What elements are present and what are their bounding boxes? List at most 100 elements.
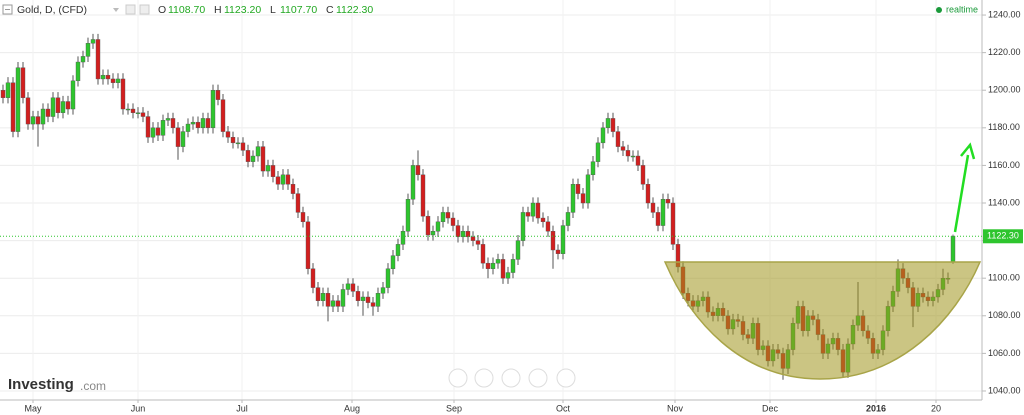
candle-body — [395, 244, 401, 256]
candle-body — [580, 193, 586, 204]
candle-body — [545, 221, 551, 232]
candle-body — [570, 184, 576, 213]
x-tick-label: 20 — [931, 403, 941, 413]
candle-body — [505, 272, 511, 279]
candle-body — [635, 155, 641, 166]
scroll-left[interactable] — [448, 368, 468, 388]
symbol: Gold, D, (CFD) — [17, 4, 87, 16]
zoom-in[interactable] — [528, 368, 548, 388]
x-tick-label: Dec — [762, 403, 779, 413]
x-tick-label: Jul — [236, 403, 248, 413]
candle-body — [200, 118, 206, 129]
candle-body — [255, 146, 261, 157]
candle-body — [20, 67, 26, 98]
candle-body — [150, 127, 156, 138]
candle-body — [245, 150, 251, 162]
candle-body — [590, 161, 596, 176]
candle-body — [650, 202, 656, 213]
candle-body — [330, 300, 336, 307]
x-tick-label: Oct — [556, 403, 571, 413]
candle-body — [225, 131, 231, 138]
compare-icon[interactable] — [139, 4, 150, 15]
candle-body — [170, 118, 176, 129]
candle-body — [645, 184, 651, 204]
cup-pattern — [663, 261, 982, 380]
candle-body — [175, 127, 181, 147]
candle-body — [535, 202, 541, 219]
candle-body — [665, 199, 671, 204]
candle-body — [340, 289, 346, 307]
collapse-icon[interactable] — [2, 4, 13, 15]
candle-body — [585, 174, 591, 204]
zoom-out[interactable] — [474, 368, 494, 388]
candle-body — [430, 231, 436, 236]
candle-body — [130, 108, 136, 113]
reset[interactable] — [501, 368, 521, 388]
candle-body — [100, 74, 106, 80]
candle-body — [50, 97, 56, 117]
scroll-right[interactable] — [556, 368, 576, 388]
dropdown[interactable] — [113, 8, 119, 12]
candle-body — [475, 240, 481, 245]
candle-body — [560, 225, 566, 254]
candle-body — [300, 212, 306, 223]
candle-body — [325, 293, 331, 307]
candle-body — [30, 116, 36, 125]
candle-body — [75, 61, 81, 82]
candle-body — [165, 118, 171, 121]
candle-body — [105, 74, 111, 80]
header: Gold, D, (CFD) O 1108.70 H 1123.20 L 1107.70 C… — [2, 4, 978, 16]
candle-body — [35, 116, 41, 125]
settings-icon[interactable] — [125, 4, 136, 15]
candle-body — [295, 193, 301, 213]
candle-body — [275, 176, 281, 185]
x-tick-label: Nov — [667, 403, 684, 413]
candle-body — [390, 255, 396, 269]
candle-body — [540, 217, 546, 223]
y-tick-label: 1240.00 — [988, 9, 1021, 19]
candle-body — [420, 174, 426, 217]
candle-body — [110, 78, 116, 83]
candle-body — [615, 131, 621, 147]
candle-body — [90, 39, 96, 44]
status: realtime — [946, 4, 978, 14]
candle-body — [10, 82, 16, 132]
candle-body — [500, 259, 506, 279]
ohlc-key: O — [158, 4, 166, 16]
candle-body — [85, 43, 91, 57]
y-tick-label: 1040.00 — [988, 385, 1021, 395]
candle-body — [400, 231, 406, 245]
y-tick-label: 1220.00 — [988, 47, 1021, 57]
candle-body — [385, 268, 391, 288]
ohlc-value: 1122.30 — [336, 4, 373, 16]
ohlc-values: O 1108.70 H 1123.20 L 1107.70 C 1122.30 — [158, 4, 373, 16]
candle-body — [550, 231, 556, 251]
candle-body — [315, 287, 321, 301]
candle-body — [310, 268, 316, 288]
ohlc-value: 1107.70 — [280, 4, 317, 16]
candle-body — [55, 97, 61, 113]
candle-body — [415, 165, 421, 176]
candle-body — [120, 78, 126, 110]
candle-body — [215, 90, 221, 100]
ohlc-key: L — [270, 4, 276, 16]
candle-body — [125, 108, 131, 111]
candle-body — [0, 90, 6, 98]
candle-body — [530, 202, 536, 217]
candle-body — [630, 155, 636, 158]
candle-body — [230, 137, 236, 144]
candle-body — [350, 283, 356, 292]
candle-body — [140, 112, 146, 117]
ohlc-key: C — [326, 4, 334, 16]
candle-body — [625, 150, 631, 157]
candle-body — [435, 221, 441, 232]
candle-body — [80, 56, 86, 63]
candle-body — [95, 39, 101, 80]
candle-body — [460, 231, 466, 238]
candle-body — [240, 142, 246, 151]
candle-body — [490, 262, 496, 269]
candle-body — [670, 202, 676, 245]
candle-body — [355, 291, 361, 301]
candle-body — [380, 287, 386, 294]
candle-body — [600, 127, 606, 144]
